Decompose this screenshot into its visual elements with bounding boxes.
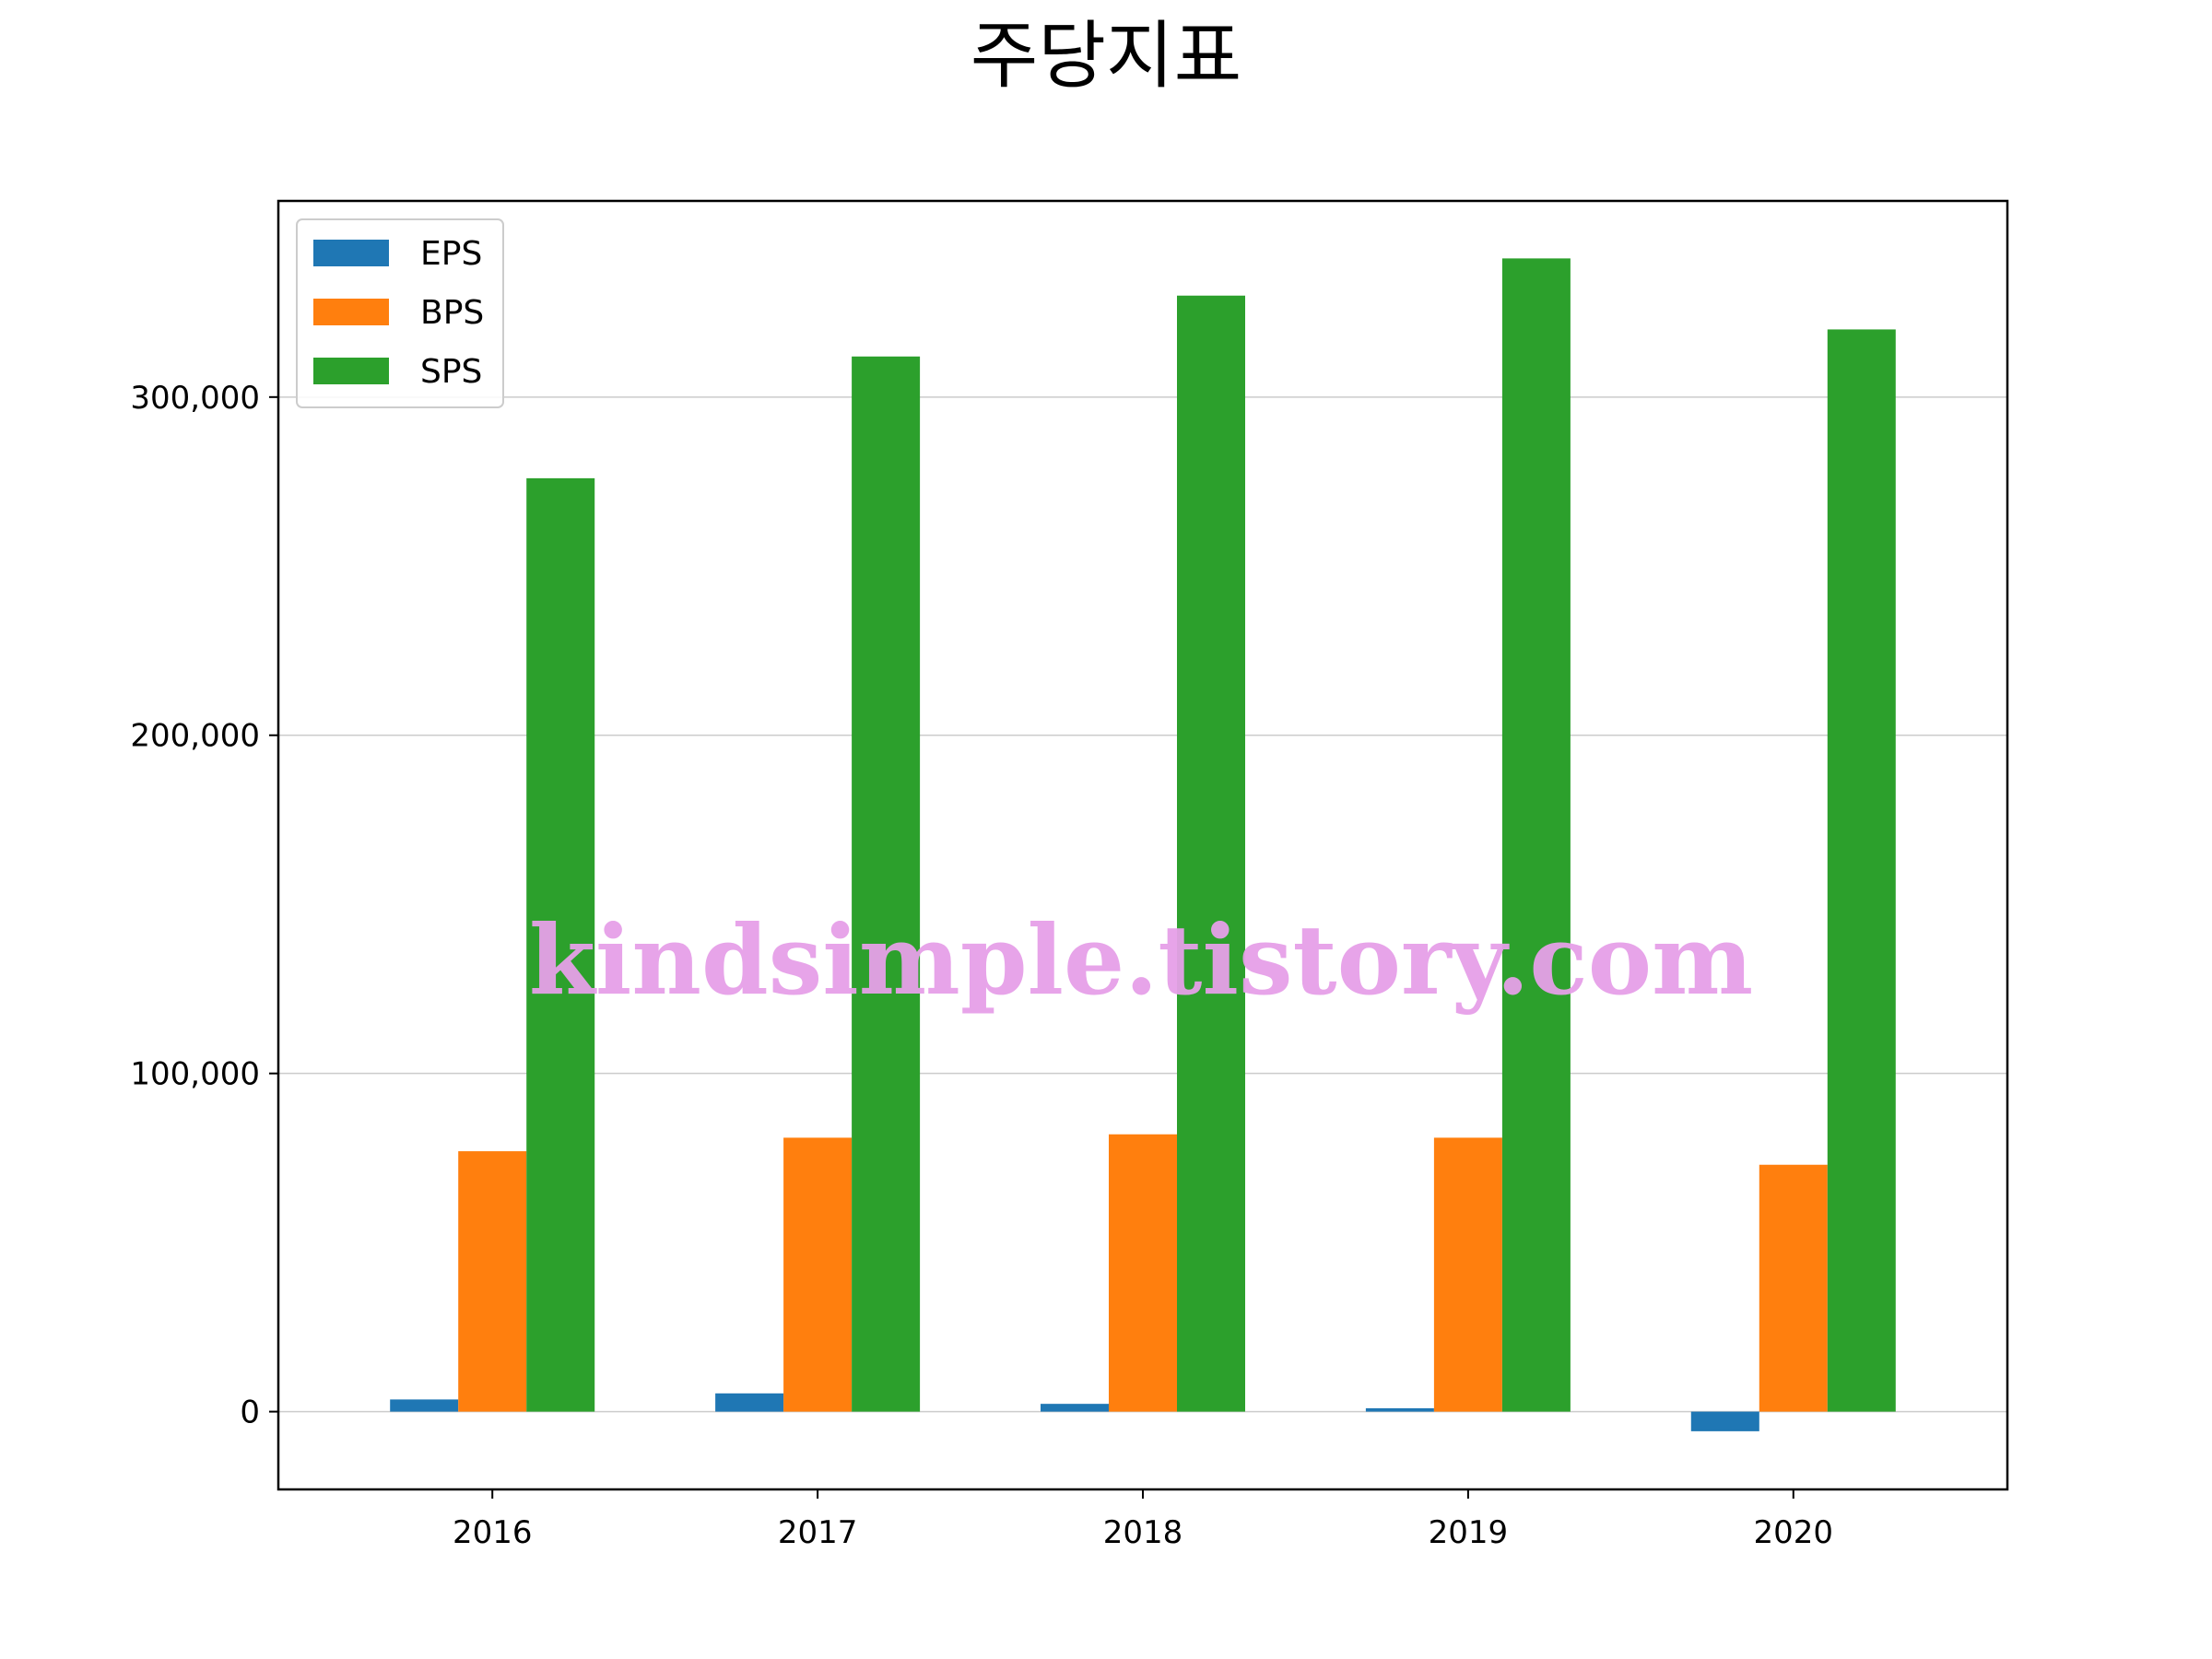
y-axis: 0 100,000 200,000 300,000 xyxy=(130,380,278,1431)
x-tick-label: 2018 xyxy=(1103,1514,1183,1551)
bar-eps-2018 xyxy=(1041,1404,1109,1412)
bar-bps-2017 xyxy=(783,1137,853,1412)
legend-swatch-sps xyxy=(313,358,389,384)
bar-eps-2020 xyxy=(1690,1411,1759,1431)
bar-bps-2020 xyxy=(1759,1164,1828,1412)
chart-title: 주당지표 xyxy=(971,13,1241,99)
legend-label-sps: SPS xyxy=(420,353,482,391)
x-tick-label: 2017 xyxy=(778,1514,858,1551)
legend-label-eps: EPS xyxy=(420,235,482,273)
legend-label-bps: BPS xyxy=(420,294,484,332)
legend: EPS BPS SPS xyxy=(296,218,504,408)
bar-sps-2019 xyxy=(1501,258,1571,1412)
y-tick-label: 300,000 xyxy=(130,380,260,417)
bars xyxy=(390,258,1896,1431)
bar-eps-2016 xyxy=(390,1399,459,1412)
legend-swatch-bps xyxy=(313,299,389,325)
x-tick-label: 2016 xyxy=(453,1514,533,1551)
legend-swatch-eps xyxy=(313,240,389,266)
y-tick-label: 100,000 xyxy=(130,1056,260,1093)
bar-bps-2019 xyxy=(1433,1137,1502,1412)
bar-eps-2019 xyxy=(1365,1407,1434,1412)
y-tick-label: 0 xyxy=(240,1394,260,1431)
y-tick-label: 200,000 xyxy=(130,718,260,755)
bar-eps-2017 xyxy=(715,1393,784,1412)
x-axis: 2016 2017 2018 2019 2020 xyxy=(453,1489,1833,1551)
watermark-text: kindsimple.tistory.com xyxy=(529,903,1753,1017)
x-tick-label: 2019 xyxy=(1429,1514,1509,1551)
bar-bps-2016 xyxy=(458,1151,527,1412)
bar-sps-2017 xyxy=(852,356,921,1412)
bar-sps-2016 xyxy=(526,477,595,1412)
bar-sps-2018 xyxy=(1177,295,1245,1412)
bar-bps-2018 xyxy=(1109,1134,1177,1412)
x-tick-label: 2020 xyxy=(1754,1514,1834,1551)
bar-sps-2020 xyxy=(1827,329,1896,1412)
